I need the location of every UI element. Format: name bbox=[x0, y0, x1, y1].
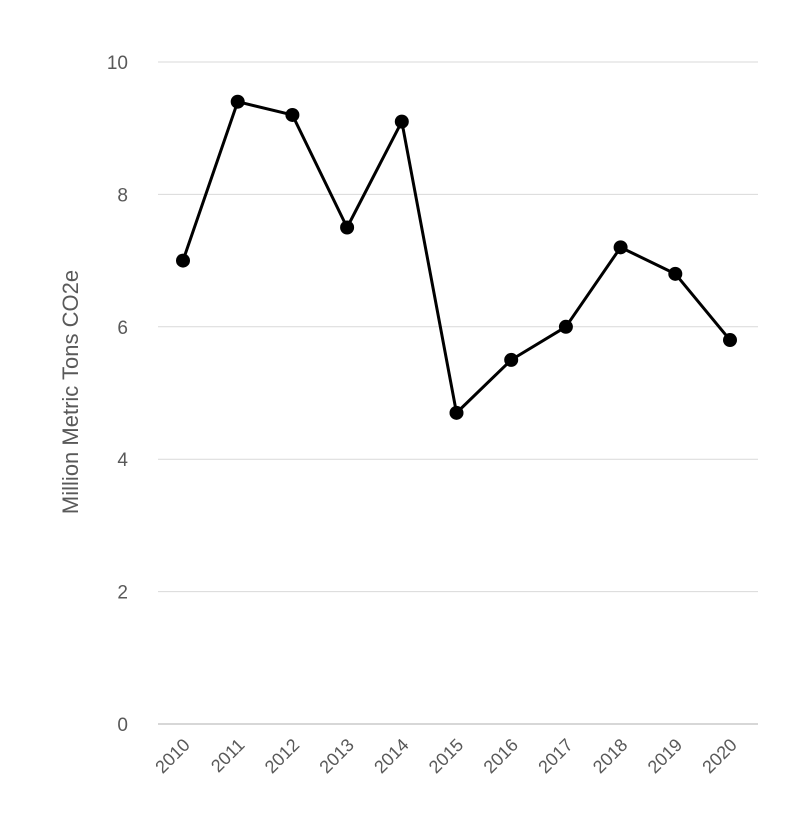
x-tick-label: 2019 bbox=[644, 735, 686, 777]
x-tick-label: 2010 bbox=[151, 735, 193, 777]
x-tick-label: 2016 bbox=[480, 735, 522, 777]
data-point-2012 bbox=[285, 107, 300, 122]
data-point-2010 bbox=[176, 253, 190, 268]
data-point-2013 bbox=[340, 220, 355, 235]
x-axis-ticks: 2010 2011 2012 2013 2014 2015 2016 2017 2018 2019… bbox=[151, 735, 740, 777]
gridlines bbox=[158, 61, 758, 725]
y-axis-title: Million Metric Tons CO2e bbox=[58, 270, 83, 514]
x-tick-label: 2020 bbox=[698, 735, 740, 777]
x-tick-label: 2013 bbox=[315, 735, 357, 777]
data-point-2020 bbox=[723, 333, 737, 348]
data-point-2011 bbox=[230, 94, 245, 109]
x-tick-label: 2011 bbox=[207, 735, 249, 777]
y-tick-label: 6 bbox=[117, 318, 128, 339]
y-tick-label: 2 bbox=[117, 583, 128, 604]
x-tick-label: 2012 bbox=[261, 735, 303, 777]
data-point-2017 bbox=[558, 319, 573, 334]
y-tick-label: 0 bbox=[117, 715, 128, 736]
x-tick-label: 2018 bbox=[589, 735, 631, 777]
y-axis-ticks: 0 2 4 6 8 10 bbox=[107, 53, 129, 736]
data-point-2019 bbox=[668, 266, 683, 281]
data-point-2016 bbox=[504, 352, 519, 367]
data-point-2015 bbox=[449, 405, 464, 420]
series-line-group bbox=[181, 100, 732, 415]
data-markers bbox=[176, 94, 737, 420]
y-tick-label: 4 bbox=[117, 450, 128, 471]
x-tick-label: 2015 bbox=[425, 735, 467, 777]
x-tick-label: 2014 bbox=[370, 735, 412, 777]
data-point-2014 bbox=[394, 114, 409, 129]
y-tick-label: 10 bbox=[107, 53, 128, 74]
series-line bbox=[181, 100, 732, 415]
data-point-2018 bbox=[613, 240, 628, 255]
y-tick-label: 8 bbox=[117, 185, 128, 206]
x-tick-label: 2017 bbox=[534, 735, 576, 777]
